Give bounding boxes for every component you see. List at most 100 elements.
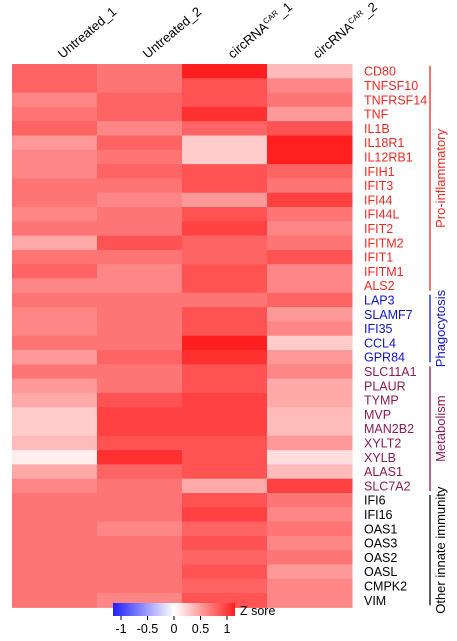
column-label: Untreated_2 <box>140 4 204 61</box>
row-label: IFIT2 <box>364 222 393 236</box>
heatmap-cell <box>267 135 353 151</box>
row-label: CMPK2 <box>364 579 407 593</box>
heatmap-cell <box>97 106 183 122</box>
heatmap-cell <box>12 64 98 79</box>
row-label: PLAUR <box>364 379 406 393</box>
row-label: OAS3 <box>364 537 397 551</box>
row-label: VIM <box>364 594 386 608</box>
heatmap-cell <box>97 392 183 408</box>
heatmap-cell <box>267 407 353 422</box>
legend-colorbar <box>113 603 235 616</box>
heatmap-cell <box>12 507 98 523</box>
heatmap-cell <box>267 106 353 122</box>
heatmap-cell <box>267 378 353 394</box>
heatmap-cell <box>12 578 98 594</box>
heatmap-cell <box>12 249 98 265</box>
row-label: IL1B <box>364 122 390 136</box>
heatmap-cell <box>182 264 268 279</box>
row-label: TNF <box>364 108 389 122</box>
heatmap-cell <box>182 392 268 408</box>
heatmap-cell <box>267 249 353 265</box>
heatmap-cell <box>12 550 98 565</box>
row-label: TNFRSF14 <box>364 93 427 107</box>
heatmap-cell <box>267 164 353 179</box>
heatmap-cells <box>12 64 353 608</box>
heatmap-cell <box>182 435 268 451</box>
heatmap-cell <box>182 421 268 437</box>
heatmap-cell <box>97 464 183 480</box>
heatmap-cell <box>12 164 98 179</box>
heatmap-cell <box>267 149 353 165</box>
legend-tick-label: 0.5 <box>192 622 209 636</box>
row-label: OAS1 <box>364 522 397 536</box>
heatmap-cell <box>12 407 98 422</box>
heatmap-cell <box>182 350 268 365</box>
heatmap-cell <box>97 335 183 351</box>
heatmap-cell <box>182 78 268 94</box>
heatmap-cell <box>182 178 268 194</box>
heatmap-cell <box>182 321 268 337</box>
heatmap-cell <box>97 364 183 380</box>
heatmap-cell <box>182 507 268 523</box>
row-label: IFITM1 <box>364 265 404 279</box>
heatmap-cell <box>97 92 183 108</box>
legend-tick-label: 0 <box>171 622 178 636</box>
column-label: circRNACAR_1 <box>225 0 295 61</box>
row-label: LAP3 <box>364 293 395 307</box>
heatmap-cell <box>12 435 98 451</box>
legend-tick-label: 1 <box>224 622 231 636</box>
heatmap-cell <box>182 407 268 422</box>
heatmap-cell <box>267 392 353 408</box>
heatmap-cell <box>267 593 353 608</box>
heatmap-cell <box>182 550 268 565</box>
heatmap-cell <box>267 421 353 437</box>
heatmap-cell <box>97 407 183 422</box>
row-label: IFIT3 <box>364 179 393 193</box>
heatmap-cell <box>182 307 268 322</box>
heatmap-cell <box>182 92 268 108</box>
heatmap-cell <box>267 521 353 537</box>
heatmap-cell <box>12 535 98 551</box>
heatmap-cell <box>182 535 268 551</box>
heatmap-cell <box>97 507 183 523</box>
heatmap-cell <box>97 192 183 208</box>
row-label: IFI35 <box>364 322 393 336</box>
group-annotations: Pro-inflammatory Phagocytosis Metabolism Ot… <box>429 66 448 614</box>
heatmap-cell <box>267 235 353 251</box>
heatmap-cell <box>267 335 353 351</box>
column-label: Untreated_1 <box>55 4 119 61</box>
heatmap-cell <box>12 392 98 408</box>
heatmap-cell <box>12 135 98 151</box>
heatmap-cell <box>182 292 268 308</box>
heatmap-cell <box>97 264 183 279</box>
heatmap-cell <box>267 64 353 79</box>
heatmap-cell <box>267 550 353 565</box>
row-label: XYLB <box>364 451 396 465</box>
heatmap-cell <box>12 235 98 251</box>
heatmap-cell <box>182 364 268 380</box>
heatmap-cell <box>12 207 98 222</box>
heatmap-cell <box>182 64 268 79</box>
heatmap-cell <box>12 278 98 294</box>
group-label: Metabolism <box>433 395 448 461</box>
heatmap-cell <box>267 478 353 494</box>
row-label: ALAS1 <box>364 465 403 479</box>
heatmap-cell <box>182 378 268 394</box>
heatmap-cell <box>267 450 353 465</box>
heatmap-cell <box>12 478 98 494</box>
row-label: OAS2 <box>364 551 397 565</box>
heatmap-cell <box>12 192 98 208</box>
heatmap-cell <box>12 149 98 165</box>
column-labels: Untreated_1 Untreated_2 circRNACAR_1circRN… <box>55 0 380 61</box>
heatmap-cell <box>97 149 183 165</box>
heatmap-cell <box>12 292 98 308</box>
heatmap-cell <box>97 550 183 565</box>
heatmap-cell <box>97 478 183 494</box>
row-label: IFITM2 <box>364 236 404 250</box>
row-label: IFIT1 <box>364 251 393 265</box>
heatmap-cell <box>12 264 98 279</box>
row-label: MAN2B2 <box>364 422 414 436</box>
heatmap-cell <box>97 249 183 265</box>
heatmap-cell <box>12 464 98 480</box>
